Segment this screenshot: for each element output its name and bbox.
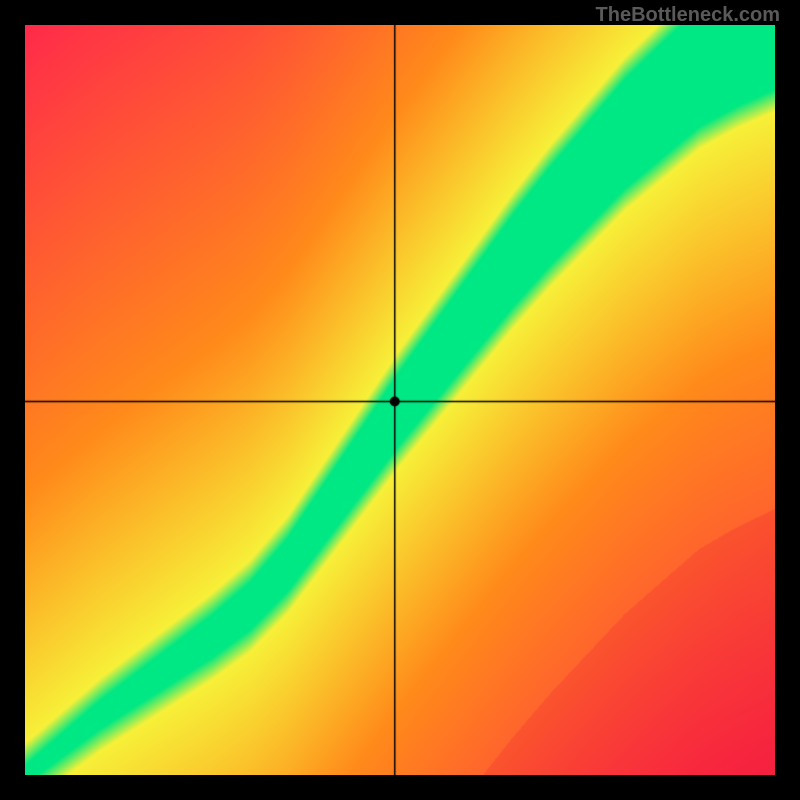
heatmap-canvas (25, 25, 775, 775)
chart-container: TheBottleneck.com (0, 0, 800, 800)
watermark-text: TheBottleneck.com (596, 4, 780, 27)
plot-area (25, 25, 775, 775)
